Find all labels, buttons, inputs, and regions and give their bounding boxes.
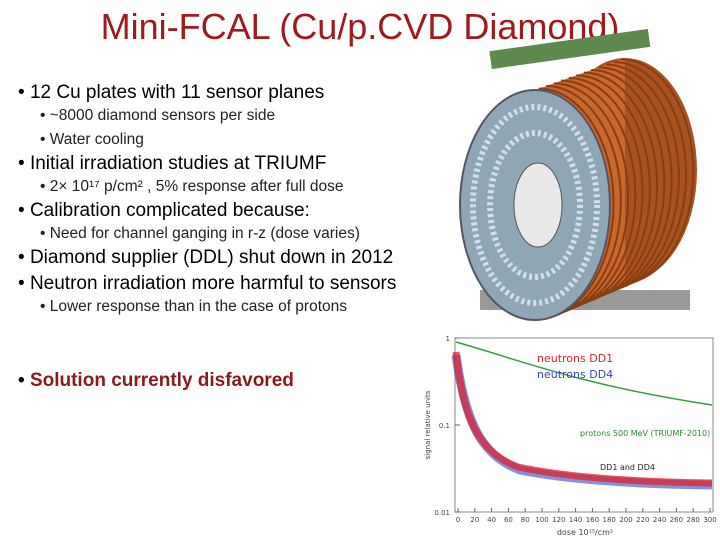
- annotation: DD1 and DD4: [600, 463, 655, 472]
- conclusion: Solution currently disfavored: [18, 370, 294, 392]
- inner-hole: [513, 162, 563, 248]
- bullet-list: 12 Cu plates with 11 sensor planes~8000 …: [18, 80, 478, 319]
- y-tick-label: 1: [446, 335, 450, 343]
- protons-curve: [455, 341, 713, 406]
- x-axis-label: dose 10¹⁵/cm²: [557, 528, 613, 537]
- slide-title: Mini-FCAL (Cu/p.CVD Diamond): [100, 6, 620, 47]
- copper-rings: [538, 58, 695, 320]
- x-tick-label: 60: [504, 516, 513, 524]
- sub-bullet: 2× 10¹⁷ p/cm² , 5% response after full d…: [40, 175, 478, 199]
- x-tick-label: 140: [569, 516, 582, 524]
- sub-bullet: Water cooling: [40, 128, 478, 152]
- annotation: protons 500 MeV (TRIUMF-2010): [580, 429, 710, 438]
- sub-bullet: Need for channel ganging in r-z (dose va…: [40, 222, 478, 246]
- bullet: 12 Cu plates with 11 sensor planes: [18, 82, 478, 104]
- sub-bullet: ~8000 diamond sensors per side: [40, 104, 478, 128]
- x-tick-label: 200: [619, 516, 632, 524]
- x-tick-label: 80: [521, 516, 530, 524]
- x-tick-label: 120: [552, 516, 565, 524]
- ring: [621, 58, 695, 285]
- ring: [606, 63, 680, 291]
- ring: [598, 66, 673, 295]
- x-tick-label: 0: [456, 516, 460, 524]
- x-tick-label: 300: [703, 516, 716, 524]
- y-axis-label: signal relative units: [424, 390, 432, 459]
- legend-entry: neutrons DD4: [537, 368, 613, 381]
- ring: [613, 61, 688, 288]
- y-tick-label: 0.01: [434, 509, 450, 517]
- x-tick-label: 180: [603, 516, 616, 524]
- x-tick-label: 280: [687, 516, 700, 524]
- bullet: Initial irradiation studies at TRIUMF: [18, 153, 478, 175]
- legend-entry: neutrons DD1: [537, 352, 613, 365]
- plot: 0 20 40 60 80 100 120 140 160 180 200 220 240 260 280 3…: [424, 335, 717, 537]
- sensor-ring: [487, 130, 583, 280]
- x-tick-label: 40: [487, 516, 496, 524]
- bullet: Calibration complicated because:: [18, 200, 478, 222]
- y-tick-label: 0.1: [439, 422, 450, 430]
- x-tick-label: 100: [535, 516, 548, 524]
- x-tick-label: 240: [653, 516, 666, 524]
- x-tick-label: 160: [586, 516, 599, 524]
- sensor-ring: [470, 104, 600, 306]
- x-tick-label: 260: [670, 516, 683, 524]
- x-tick-label: 20: [470, 516, 479, 524]
- top-bar: [489, 28, 651, 70]
- bullet: Neutron irradiation more harmful to sens…: [18, 273, 478, 295]
- detector-image: [459, 28, 697, 321]
- x-tick-label: 220: [636, 516, 649, 524]
- bullet: Diamond supplier (DDL) shut down in 2012: [18, 247, 478, 269]
- neutrons-dd1-band: [452, 351, 713, 487]
- sub-bullet: Lower response than in the case of proto…: [40, 295, 478, 319]
